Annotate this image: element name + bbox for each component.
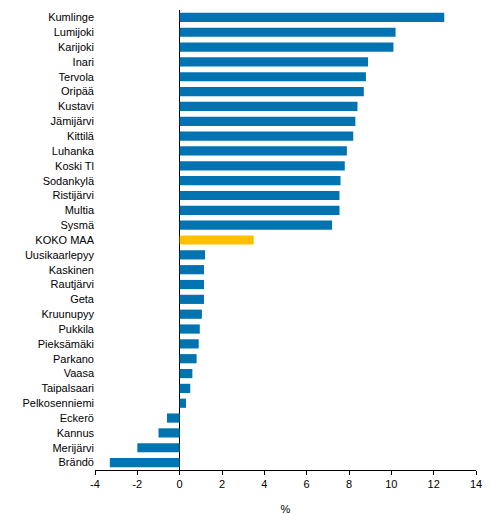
svg-text:Eckerö: Eckerö [60,412,94,424]
svg-text:-4: -4 [90,478,100,490]
svg-text:Kustavi: Kustavi [58,100,94,112]
svg-text:Vaasa: Vaasa [64,367,95,379]
svg-text:Kumlinge: Kumlinge [48,11,94,23]
svg-text:Lumijoki: Lumijoki [54,26,94,38]
svg-text:Kittilä: Kittilä [67,130,95,142]
svg-text:14: 14 [470,478,482,490]
svg-text:Kaskinen: Kaskinen [49,264,94,276]
svg-text:KOKO MAA: KOKO MAA [35,234,94,246]
svg-text:Sysmä: Sysmä [60,219,95,231]
svg-text:Inari: Inari [73,56,94,68]
svg-text:4: 4 [261,478,267,490]
svg-text:Multia: Multia [65,204,95,216]
svg-text:Kruunupyy: Kruunupyy [41,308,94,320]
svg-text:Geta: Geta [70,293,95,305]
svg-text:Luhanka: Luhanka [52,145,95,157]
svg-text:8: 8 [346,478,352,490]
svg-text:0: 0 [177,478,183,490]
svg-text:-2: -2 [132,478,142,490]
svg-text:Taipalsaari: Taipalsaari [41,382,94,394]
svg-text:Jämijärvi: Jämijärvi [51,115,94,127]
svg-text:2: 2 [219,478,225,490]
svg-text:Sodankylä: Sodankylä [43,175,95,187]
svg-text:10: 10 [385,478,397,490]
svg-text:Kannus: Kannus [57,427,95,439]
svg-text:Pelkosenniemi: Pelkosenniemi [22,397,94,409]
svg-text:Koski Tl: Koski Tl [55,160,94,172]
svg-text:Pieksämäki: Pieksämäki [38,338,94,350]
svg-text:Oripää: Oripää [61,85,95,97]
svg-text:Uusikaarlepyy: Uusikaarlepyy [25,249,95,261]
svg-text:%: % [281,503,291,515]
svg-text:Tervola: Tervola [59,71,95,83]
svg-text:Merijärvi: Merijärvi [52,442,94,454]
svg-text:12: 12 [428,478,440,490]
svg-text:6: 6 [304,478,310,490]
svg-text:Brändö: Brändö [59,456,94,468]
svg-text:Rautjärvi: Rautjärvi [51,278,94,290]
svg-text:Ristijärvi: Ristijärvi [52,189,94,201]
svg-text:Parkano: Parkano [53,353,94,365]
svg-text:Pukkila: Pukkila [59,323,95,335]
svg-text:Karijoki: Karijoki [58,41,94,53]
